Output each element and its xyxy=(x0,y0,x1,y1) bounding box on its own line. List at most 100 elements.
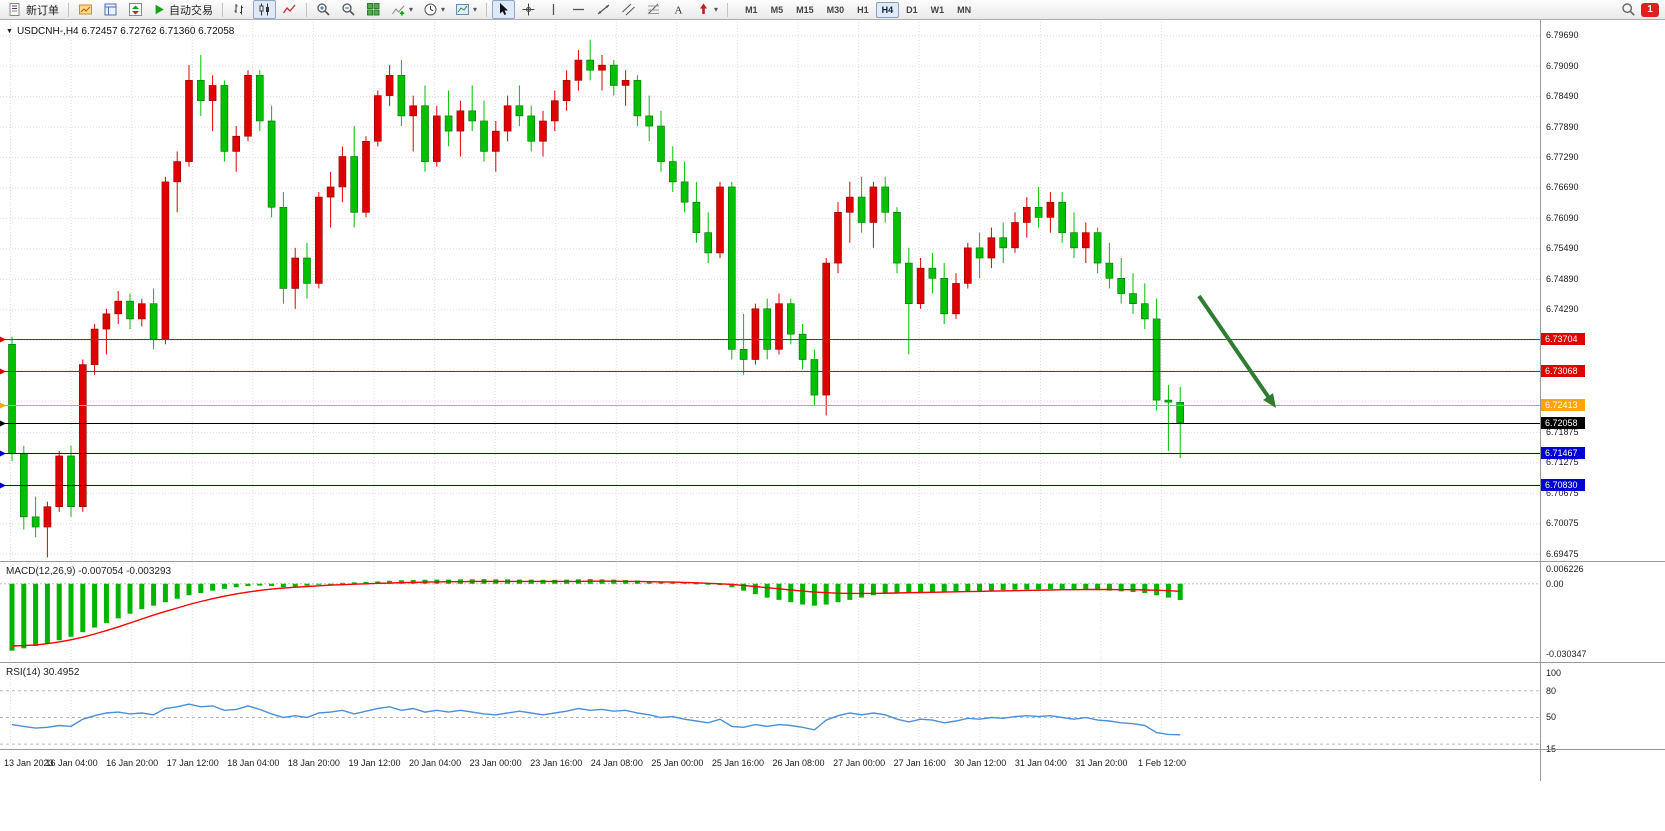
toolbar-separator xyxy=(727,2,729,17)
text-tool-icon: A xyxy=(675,5,683,17)
time-tick-label: 20 Jan 04:00 xyxy=(409,758,462,768)
price-tick-label: 6.70675 xyxy=(1546,487,1579,498)
time-tick-label: 25 Jan 00:00 xyxy=(651,758,704,768)
price-scale[interactable]: 6.79690 6.79090 6.78490 6.77890 6.77290 6.766… xyxy=(1541,20,1665,781)
candles-chart-button[interactable] xyxy=(253,0,276,19)
time-tick-label: 1 Feb 12:00 xyxy=(1137,758,1187,768)
timeframe-button-m1[interactable]: M1 xyxy=(745,4,758,15)
timeframe-button-m30[interactable]: M30 xyxy=(826,4,845,15)
zoom-out-button[interactable] xyxy=(337,0,360,19)
rsi-line xyxy=(11,703,1181,736)
time-tick-label: 16 Jan 04:00 xyxy=(45,758,98,768)
timeframe-button-d1[interactable]: D1 xyxy=(906,4,918,15)
templates-button[interactable]: ▾ xyxy=(451,0,481,19)
price-tick-label: 6.77290 xyxy=(1546,152,1579,162)
price-tick-label: 6.76090 xyxy=(1546,212,1579,223)
timeframe-button-w1[interactable]: W1 xyxy=(930,4,945,15)
rsi-panel[interactable] xyxy=(0,664,1540,748)
fibonacci-button[interactable] xyxy=(642,0,665,19)
time-tick-label: 27 Jan 16:00 xyxy=(893,758,946,768)
collapse-arrow-icon[interactable]: ▼ xyxy=(6,28,13,35)
zoom-in-button[interactable] xyxy=(312,0,335,19)
level-line-marker xyxy=(0,450,6,457)
main-chart[interactable] xyxy=(0,22,1540,560)
new-order-label: 新订单 xyxy=(26,4,59,17)
template-icon xyxy=(456,4,470,15)
level-line-marker xyxy=(0,420,6,427)
arrows-tool-button[interactable]: ▾ xyxy=(692,0,722,19)
horizontal-line-button[interactable] xyxy=(567,0,590,19)
line-chart-button[interactable] xyxy=(278,0,301,19)
macd-tick-label: 0.00 xyxy=(1546,578,1564,589)
data-window-button[interactable] xyxy=(99,0,122,19)
new-order-button[interactable]: 新订单 xyxy=(4,0,63,19)
text-tool-button[interactable]: A xyxy=(667,0,690,19)
zoom-in-icon xyxy=(317,3,330,16)
level-line-marker xyxy=(0,482,6,489)
notification-badge[interactable]: 1 xyxy=(1641,2,1659,17)
time-axis[interactable]: 13 Jan 2023 16 Jan 04:00 16 Jan 20:00 17 Ja… xyxy=(0,751,1540,780)
time-tick-label: 26 Jan 08:00 xyxy=(772,758,825,768)
channel-button[interactable] xyxy=(617,0,640,19)
macd-panel[interactable] xyxy=(0,563,1540,661)
time-tick-label: 31 Jan 04:00 xyxy=(1014,758,1067,768)
panel-divider[interactable] xyxy=(0,662,1665,663)
price-level-badge: 6.72058 xyxy=(1541,416,1585,429)
price-tick-label: 6.75490 xyxy=(1546,243,1579,254)
timeframe-group: M1 M5 M15 M30 H1 H4 D1 W1 MN xyxy=(739,1,977,18)
price-tick-label: 6.79690 xyxy=(1546,30,1579,41)
chart-profile-icon xyxy=(79,4,92,15)
bars-chart-icon xyxy=(234,4,243,15)
bars-chart-button[interactable] xyxy=(228,0,251,19)
cursor-icon xyxy=(500,3,509,15)
rsi-tick-label: 80 xyxy=(1546,685,1557,696)
candles-chart-icon xyxy=(259,3,269,16)
trendline-button[interactable] xyxy=(592,0,615,19)
toolbar-separator xyxy=(306,2,307,17)
toolbar: 新订单 自动交易 xyxy=(0,0,1665,20)
price-tick-label: 6.77890 xyxy=(1546,121,1579,132)
price-level-badge: 6.73068 xyxy=(1541,365,1585,378)
toolbar-separator xyxy=(222,2,223,17)
macd-histogram xyxy=(9,579,1183,651)
panel-divider xyxy=(0,749,1665,750)
fibonacci-icon xyxy=(647,3,660,15)
panel-divider[interactable] xyxy=(0,561,1665,562)
timeframe-button-m15[interactable]: M15 xyxy=(796,4,814,15)
timeframe-button-mn[interactable]: MN xyxy=(957,4,972,15)
trend-arrow[interactable] xyxy=(1197,294,1272,401)
market-watch-button[interactable] xyxy=(124,0,147,19)
play-icon xyxy=(155,4,164,15)
price-tick-label: 6.69475 xyxy=(1546,548,1579,559)
trendline-icon xyxy=(597,4,610,15)
macd-label: MACD(12,26,9) -0.007054 -0.003293 xyxy=(6,566,172,577)
periods-button[interactable]: ▾ xyxy=(419,0,449,19)
symbol-info: ▼ USDCNH-,H4 6.72457 6.72762 6.71360 6.7… xyxy=(6,26,234,37)
timeframe-button-m5[interactable]: M5 xyxy=(770,4,784,15)
time-tick-label: 31 Jan 20:00 xyxy=(1075,758,1128,768)
tile-windows-button[interactable] xyxy=(362,0,385,19)
indicators-button[interactable]: ▾ xyxy=(387,0,417,19)
crosshair-icon xyxy=(522,3,535,16)
crosshair-button[interactable] xyxy=(517,0,540,19)
search-icon[interactable] xyxy=(1621,2,1636,17)
vertical-line-button[interactable] xyxy=(542,0,565,19)
chevron-down-icon: ▾ xyxy=(409,4,414,14)
time-tick-label: 25 Jan 16:00 xyxy=(711,758,764,768)
levels-layer[interactable] xyxy=(0,336,1540,489)
timeframe-button-h1[interactable]: H1 xyxy=(857,4,869,15)
timeframe-button-h4[interactable]: H4 xyxy=(875,1,900,18)
time-tick-label: 23 Jan 00:00 xyxy=(469,758,522,768)
time-tick-label: 18 Jan 04:00 xyxy=(227,758,280,768)
rsi-label: RSI(14) 30.4952 xyxy=(6,667,80,678)
time-tick-label: 30 Jan 12:00 xyxy=(954,758,1007,768)
chart-profile-button[interactable] xyxy=(74,0,97,19)
autotrade-button[interactable]: 自动交易 xyxy=(149,0,217,19)
add-indicator-icon xyxy=(392,5,405,16)
chevron-down-icon: ▾ xyxy=(473,4,478,14)
autotrade-label: 自动交易 xyxy=(169,4,213,17)
trend-arrow-head xyxy=(1263,393,1276,408)
price-level-badge: 6.71467 xyxy=(1541,446,1585,459)
price-tick-label: 6.74290 xyxy=(1546,304,1579,315)
cursor-button[interactable] xyxy=(492,0,516,19)
